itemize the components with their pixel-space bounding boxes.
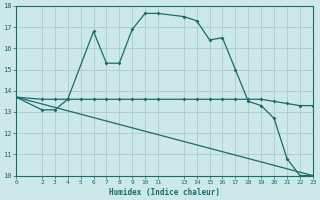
- X-axis label: Humidex (Indice chaleur): Humidex (Indice chaleur): [109, 188, 220, 197]
